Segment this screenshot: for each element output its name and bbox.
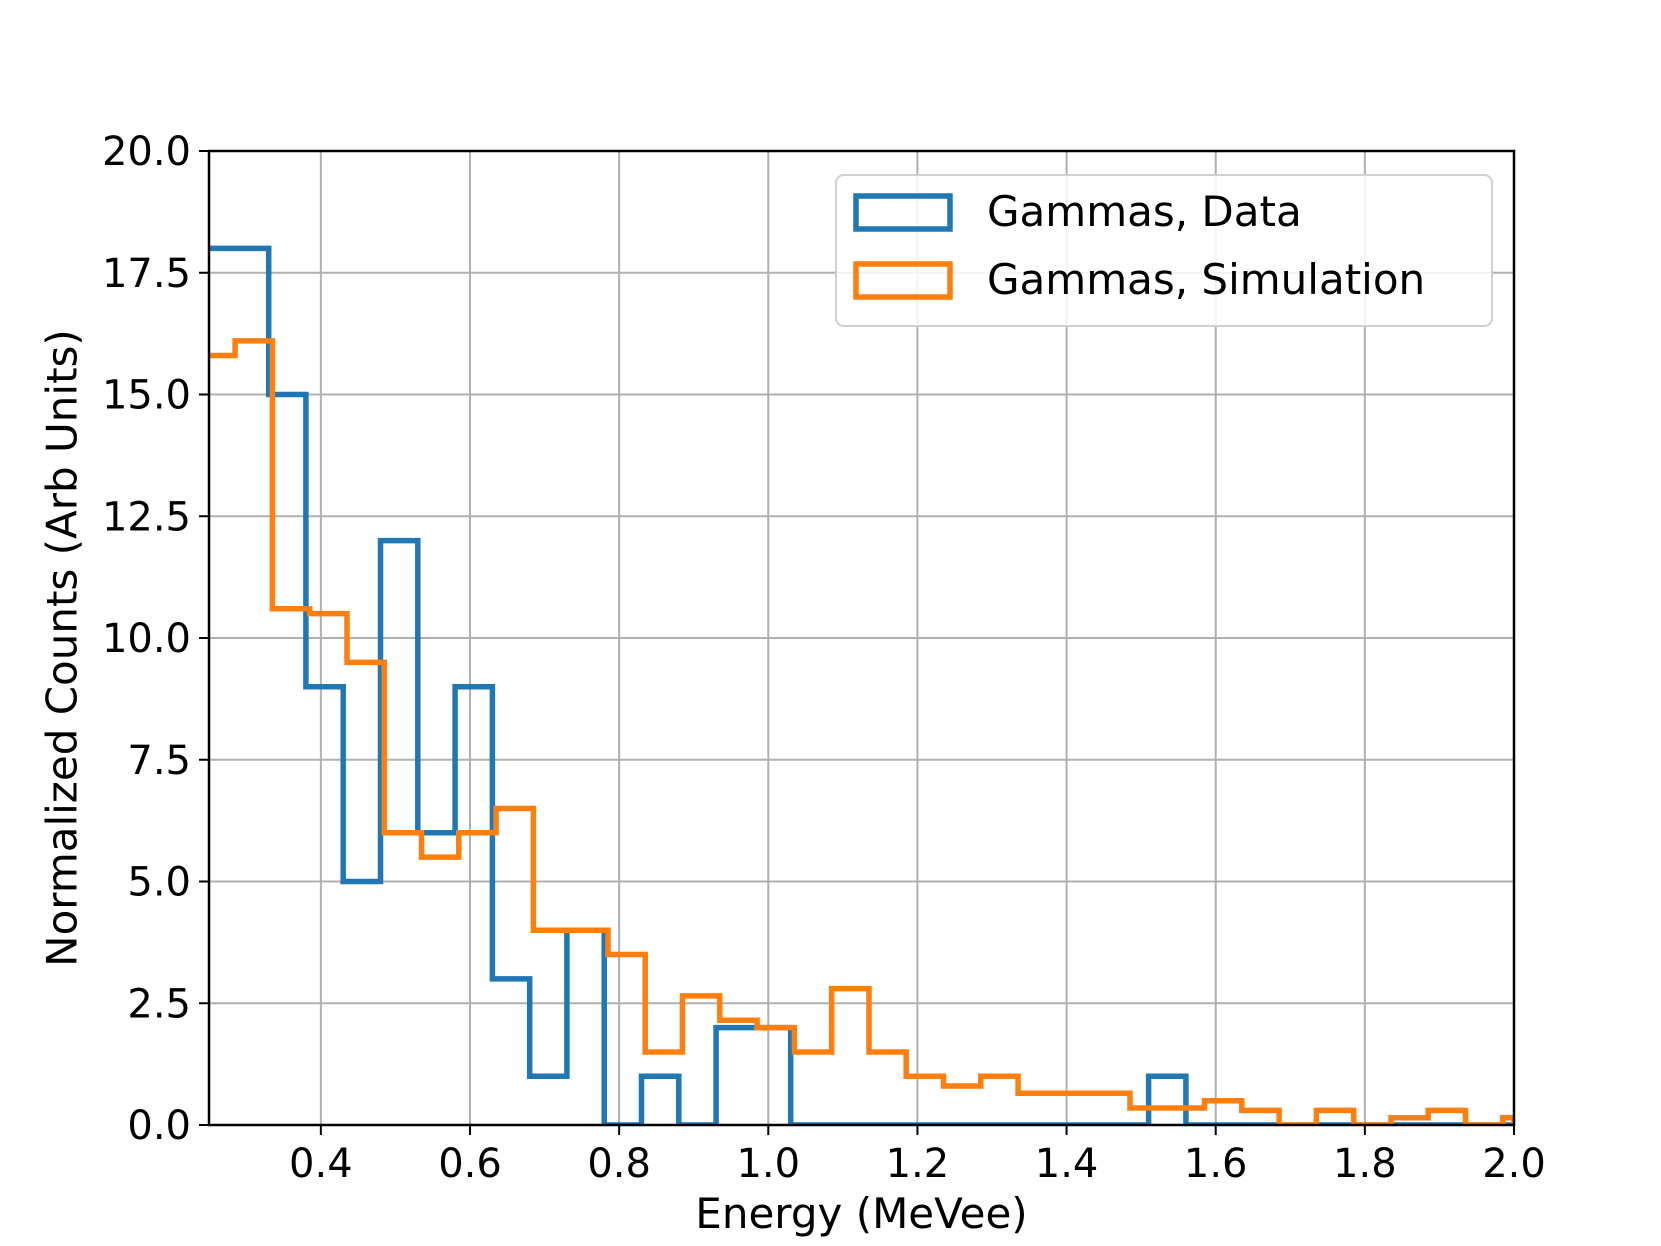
legend-swatch (853, 193, 953, 232)
series-simulation-step-line (209, 338, 1514, 1125)
x-axis-title: Energy (MeVee) (695, 1189, 1027, 1238)
series-layer (209, 245, 1514, 1125)
x-axis: 0.4 0.6 0.8 1.0 1.2 1.4 1.6 1.8 2.0 (289, 1125, 1546, 1187)
y-tick-label: 2.5 (127, 981, 191, 1027)
legend-label: Gammas, Data (987, 187, 1302, 236)
x-tick-label: 1.2 (886, 1141, 950, 1187)
y-axis-title: Normalized Counts (Arb Units) (38, 329, 87, 967)
legend: Gammas, Data Gammas, Simulation (835, 174, 1493, 327)
x-tick-label: 1.0 (736, 1141, 800, 1187)
x-tick-label: 1.6 (1184, 1141, 1248, 1187)
y-tick-label: 0.0 (127, 1103, 191, 1149)
legend-label: Gammas, Simulation (987, 255, 1425, 304)
x-tick-label: 1.4 (1035, 1141, 1099, 1187)
y-axis: 0.0 2.5 5.0 7.5 10.0 12.5 15.0 17.5 20.0 (102, 129, 209, 1149)
x-tick-label: 0.4 (289, 1141, 353, 1187)
series-data-step-line (209, 245, 1514, 1125)
y-tick-label: 10.0 (102, 616, 191, 662)
x-tick-label: 0.8 (587, 1141, 651, 1187)
y-tick-label: 15.0 (102, 373, 191, 419)
y-tick-label: 17.5 (102, 251, 191, 297)
x-tick-label: 0.6 (438, 1141, 502, 1187)
y-tick-label: 12.5 (102, 494, 191, 540)
y-tick-label: 7.5 (127, 738, 191, 784)
legend-swatch (853, 261, 953, 300)
y-tick-label: 20.0 (102, 129, 191, 175)
x-tick-label: 1.8 (1333, 1141, 1397, 1187)
legend-box (835, 174, 1493, 327)
y-tick-label: 5.0 (127, 860, 191, 906)
x-tick-label: 2.0 (1482, 1141, 1546, 1187)
